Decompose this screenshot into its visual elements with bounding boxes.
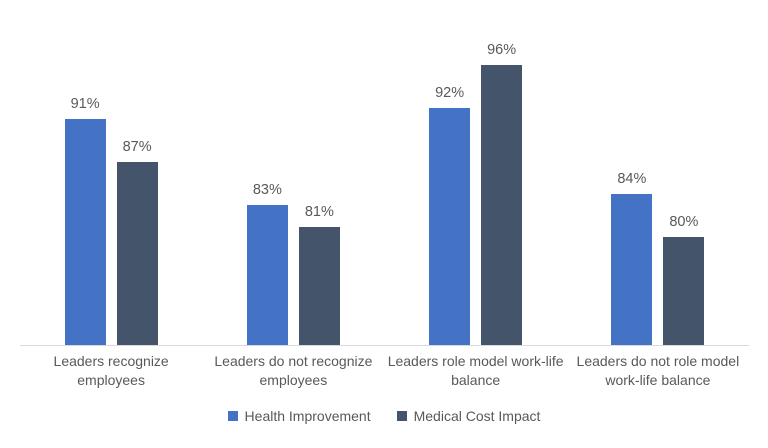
category-label: Leaders recognize employees [53, 353, 169, 388]
bar-health-improvement: 91% [64, 96, 106, 345]
data-label: 91% [70, 95, 100, 112]
category-cell: Leaders recognize employees [20, 352, 202, 390]
bar-medical-cost-impact: 87% [116, 139, 158, 345]
data-label: 80% [669, 214, 699, 231]
category-label: Leaders do not role model work-life bala… [576, 353, 740, 388]
data-label: 84% [617, 171, 647, 188]
legend-label: Medical Cost Impact [413, 408, 541, 424]
category-axis: Leaders recognize employees Leaders do no… [20, 352, 749, 390]
legend-item-medical-cost-impact: Medical Cost Impact [396, 408, 541, 424]
legend-item-health-improvement: Health Improvement [227, 408, 371, 424]
data-label: 83% [252, 182, 282, 199]
legend: Health Improvement Medical Cost Impact [0, 408, 768, 424]
legend-swatch-icon [396, 411, 407, 421]
legend-label: Health Improvement [244, 408, 371, 424]
bar-medical-cost-impact: 96% [481, 42, 523, 345]
category-cell: Leaders do not role model work-life bala… [567, 352, 749, 390]
data-label: 96% [487, 42, 517, 59]
bar-health-improvement: 84% [611, 171, 653, 345]
bar-group-2: 83% 81% [202, 22, 384, 345]
bar-medical-cost-impact: 80% [663, 214, 705, 345]
bar-group-1: 91% 87% [20, 22, 202, 345]
category-cell: Leaders do not recognize employees [202, 352, 384, 390]
data-label: 87% [122, 138, 152, 155]
data-label: 92% [435, 85, 465, 102]
bar-medical-cost-impact: 81% [298, 204, 340, 345]
bar-group-4: 84% 80% [567, 22, 749, 345]
category-label: Leaders role model work-life balance [387, 353, 564, 388]
category-cell: Leaders role model work-life balance [385, 352, 567, 390]
plot-area: 91% 87% 83% 81% 92% 96% 84% 80% [20, 22, 749, 346]
bar-group-3: 92% 96% [385, 22, 567, 345]
legend-swatch-icon [227, 411, 238, 421]
bar-health-improvement: 83% [246, 182, 288, 345]
category-label: Leaders do not recognize employees [214, 353, 373, 388]
data-label: 81% [304, 203, 334, 220]
bar-health-improvement: 92% [429, 85, 471, 345]
